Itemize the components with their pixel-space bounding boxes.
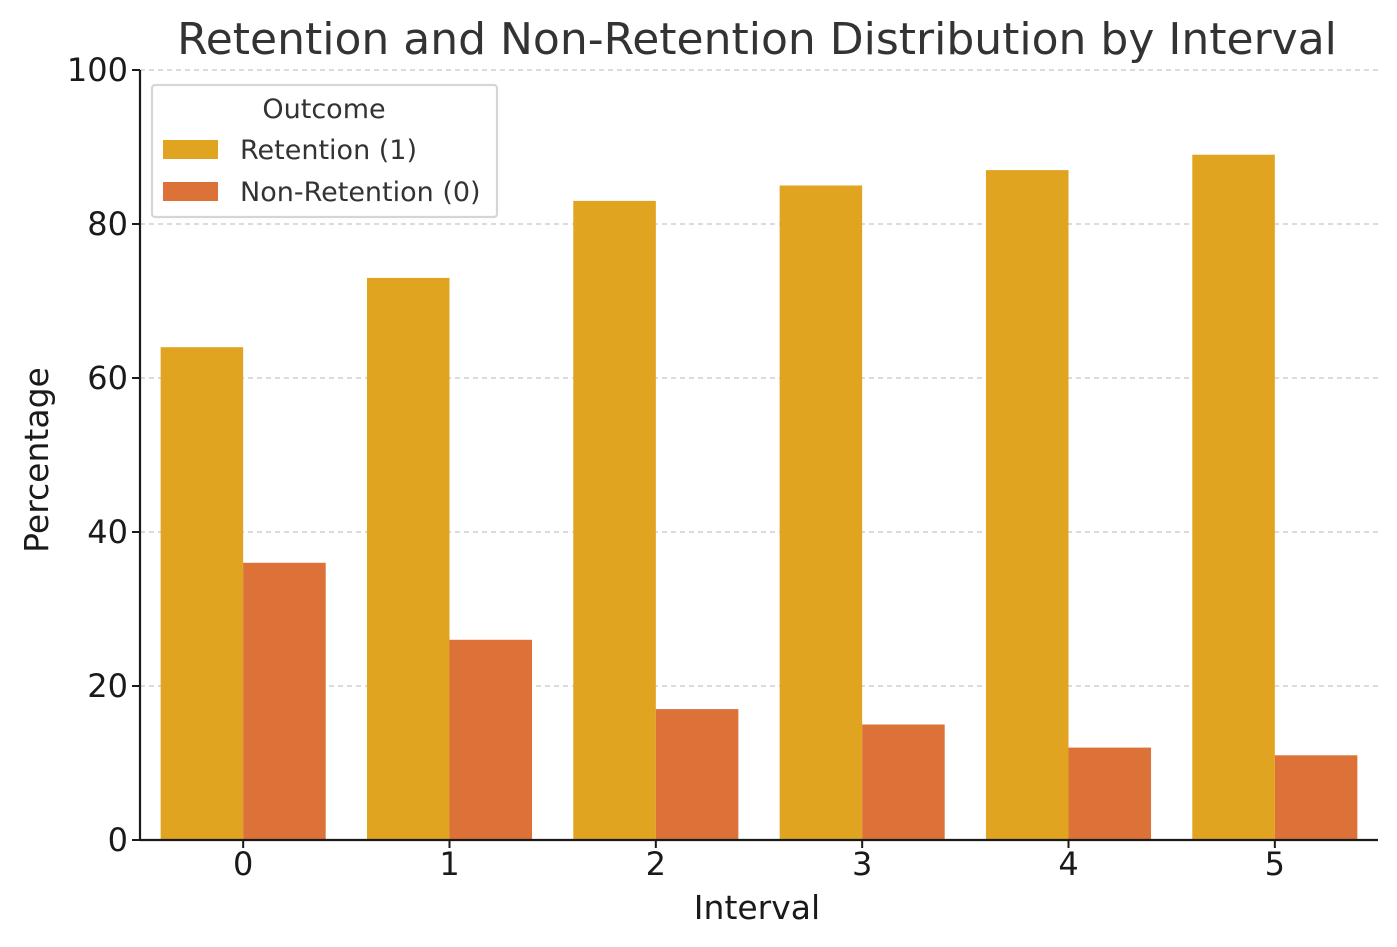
x-ticks: 0 1 2 3 4 5 (233, 840, 1285, 883)
x-tick-label-4: 4 (1058, 845, 1078, 883)
bar-retention-1 (366, 277, 450, 840)
y-tick-label-0: 0 (108, 821, 128, 859)
y-ticks: 0 20 40 60 80 100 (67, 51, 140, 859)
y-tick-label-40: 40 (87, 513, 128, 551)
axes (138, 70, 1378, 842)
bar-retention-4 (985, 170, 1069, 841)
x-tick-label-3: 3 (852, 845, 872, 883)
x-tick-label-0: 0 (233, 845, 253, 883)
bar-non-retention-4 (1068, 747, 1152, 840)
x-tick-label-2: 2 (646, 845, 666, 883)
bars (160, 154, 1358, 841)
x-tick-label-1: 1 (439, 845, 459, 883)
y-axis-label: Percentage (17, 367, 56, 553)
y-tick-label-60: 60 (87, 359, 128, 397)
chart-title: Retention and Non-Retention Distribution… (177, 14, 1337, 65)
bar-retention-5 (1192, 154, 1275, 840)
bar-non-retention-5 (1274, 755, 1358, 840)
legend: Outcome Retention (1) Non-Retention (0) (150, 83, 499, 219)
bar-non-retention-0 (243, 562, 326, 840)
bar-retention-0 (160, 347, 244, 840)
y-tick-label-20: 20 (87, 667, 128, 705)
legend-label-retention: Retention (1) (240, 135, 417, 166)
legend-swatch-non-retention (163, 182, 218, 201)
x-axis-label: Interval (694, 888, 820, 927)
bar-non-retention-1 (449, 639, 533, 840)
legend-label-non-retention: Non-Retention (0) (240, 177, 481, 208)
bar-non-retention-3 (862, 724, 945, 840)
legend-box (150, 83, 499, 219)
bar-retention-3 (779, 185, 863, 840)
y-tick-label-100: 100 (67, 51, 128, 89)
x-tick-label-5: 5 (1265, 845, 1285, 883)
legend-title: Outcome (262, 94, 385, 125)
y-tick-label-80: 80 (87, 205, 128, 243)
legend-swatch-retention (163, 140, 218, 159)
bar-non-retention-2 (655, 709, 739, 840)
bar-retention-2 (573, 200, 656, 840)
